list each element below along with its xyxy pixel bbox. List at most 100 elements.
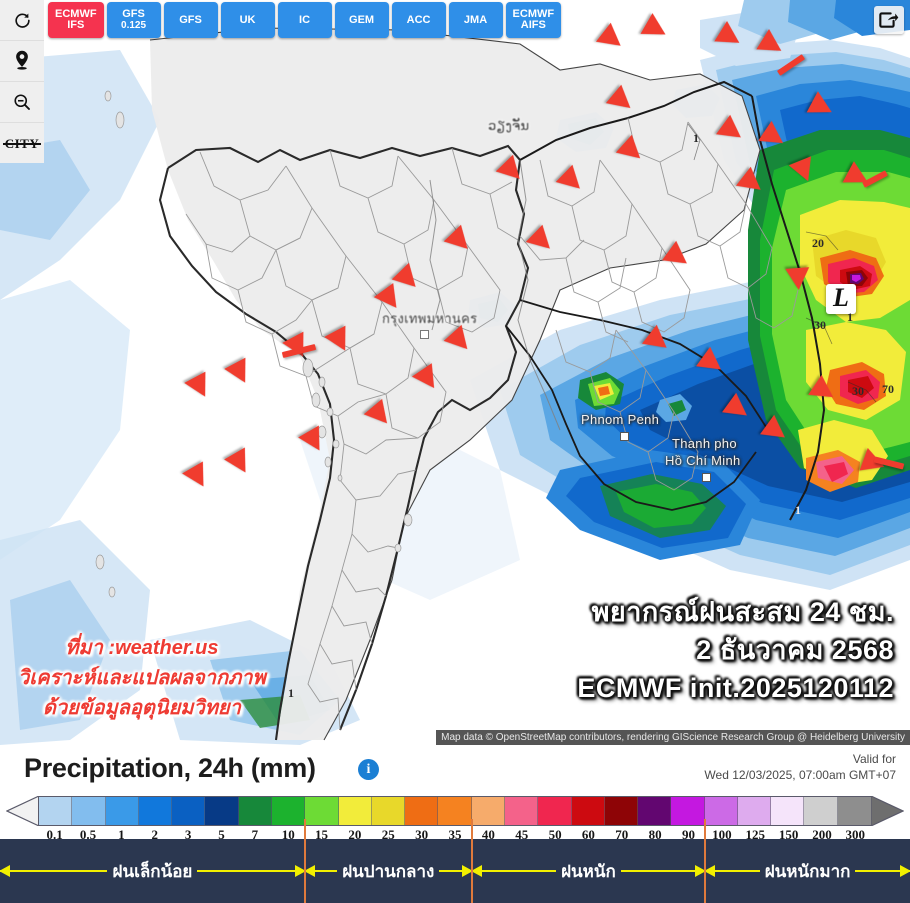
- map-canvas[interactable]: L 1 20 30 1 30 70 1 1 ວຽງຈັນ กรุงเทพมหาน…: [0, 0, 910, 745]
- color-swatch: [138, 797, 173, 825]
- model-gfs-label: GFS: [179, 13, 202, 26]
- color-swatch: [538, 797, 572, 825]
- source-credit-line2: วิเคราะห์และแปลผลจากภาพ: [18, 667, 266, 689]
- arrow-left: [704, 865, 760, 877]
- zoom-out-icon: [14, 94, 30, 110]
- category-moderate-rain-label: ฝนปานกลาง: [342, 861, 435, 881]
- color-swatch: [471, 797, 505, 825]
- forecast-overlay-line3: ECMWF init.2025120112: [577, 673, 894, 703]
- model-gem[interactable]: GEM: [334, 2, 389, 38]
- model-acc[interactable]: ACC: [391, 2, 446, 38]
- city-dot-ho-chi-minh: [702, 473, 711, 482]
- scale-cap-right: [871, 796, 904, 826]
- refresh-button[interactable]: [0, 0, 44, 40]
- model-ecmwf-ifs[interactable]: ECMWF IFS: [48, 2, 104, 38]
- source-credit-line3: ด้วยข้อมูลอุตุนิยมวิทยา: [42, 697, 241, 719]
- color-swatch: [737, 797, 772, 825]
- color-swatch: [671, 797, 705, 825]
- contour-label: 1: [847, 310, 853, 324]
- scale-tick: 100: [712, 827, 732, 842]
- category-very-heavy-rain-label: ฝนหนักมาก: [764, 861, 851, 881]
- forecast-title-overlay: พยากรณ์ฝนสะสม 24 ชม. 2 ธันวาคม 2568 ECMW…: [577, 593, 894, 707]
- color-swatch: [238, 797, 272, 825]
- location-pin-button[interactable]: [0, 40, 44, 81]
- scale-tick: 45: [515, 827, 529, 842]
- color-swatch: [271, 797, 306, 825]
- model-ecmwf-aifs[interactable]: ECMWF AIFS: [505, 2, 562, 38]
- model-ecmwf-aifs-line2: AIFS: [520, 19, 546, 31]
- refresh-icon: [14, 12, 30, 28]
- threshold-mark-35mm: [470, 819, 473, 841]
- model-ecmwf-ifs-line1: ECMWF: [55, 8, 97, 20]
- scale-tick: 300: [845, 827, 866, 842]
- scale-tick: 15: [315, 827, 329, 842]
- color-swatch: [504, 797, 539, 825]
- scale-tick: 200: [812, 827, 832, 842]
- city-label-ho-chi-minh-line2: Hồ Chí Minh: [665, 453, 741, 468]
- model-gfs-0125-line1: GFS: [122, 8, 145, 20]
- scale-tick: 50: [548, 827, 562, 842]
- contour-label: 1: [795, 503, 801, 517]
- scale-tick: 10: [281, 827, 295, 842]
- color-swatch: [704, 797, 738, 825]
- map-render: [0, 0, 910, 745]
- city-label-phnom-penh: Phnom Penh: [581, 412, 660, 427]
- scale-tick: 1: [118, 827, 125, 842]
- color-swatch: [338, 797, 372, 825]
- contour-label: 70: [882, 382, 894, 396]
- model-ic-label: IC: [299, 13, 311, 26]
- model-ecmwf-ifs-line2: IFS: [67, 19, 85, 31]
- city-label-ho-chi-minh-line1: Thanh pho: [672, 436, 737, 451]
- color-swatch: [39, 797, 73, 825]
- scale-tick: 7: [251, 827, 259, 842]
- arrow-left: [303, 865, 338, 877]
- scale-tick: 3: [184, 827, 192, 842]
- model-ic[interactable]: IC: [277, 2, 332, 38]
- color-scale-bar[interactable]: [38, 796, 872, 826]
- city-toggle-button[interactable]: CITY: [0, 122, 44, 163]
- scale-tick: 35: [448, 827, 462, 842]
- source-credit-line1: ที่มา :weather.us: [65, 637, 219, 659]
- legend-title: Precipitation, 24h (mm): [24, 753, 316, 783]
- scale-tick: 5: [218, 827, 225, 842]
- arrow-right: [855, 865, 910, 877]
- map-attribution: Map data © OpenStreetMap contributors, r…: [436, 730, 910, 745]
- color-swatch: [305, 797, 339, 825]
- color-swatch: [571, 797, 605, 825]
- model-toolbar: ECMWF IFS GFS 0.125 GFS UK IC GEM ACC: [0, 0, 564, 40]
- zoom-out-button[interactable]: [0, 81, 44, 122]
- arrow-right: [439, 865, 474, 877]
- city-toggle-label: CITY: [2, 135, 41, 151]
- color-swatch: [604, 797, 639, 825]
- model-uk[interactable]: UK: [220, 2, 275, 38]
- color-swatch: [205, 797, 239, 825]
- scale-tick: 125: [745, 827, 765, 842]
- color-scale: 0.1 0.5 1 2 3 5 7 10 15 20 25 30 35 40 45 50 60 70 80 90 100…: [0, 793, 910, 842]
- valid-for-label: Valid for: [852, 752, 896, 766]
- arrow-right: [197, 865, 307, 877]
- contour-label: 30: [814, 318, 826, 332]
- model-gfs-0125[interactable]: GFS 0.125: [106, 2, 161, 38]
- category-divider: [470, 839, 473, 903]
- model-gfs-0125-line2: 0.125: [121, 20, 147, 31]
- valid-for-datetime: Wed 12/03/2025, 07:00am GMT+07: [704, 768, 896, 782]
- contour-label: 1: [693, 131, 699, 145]
- category-moderate-rain: ฝนปานกลาง: [303, 839, 474, 903]
- valid-time-block: Valid for Wed 12/03/2025, 07:00am GMT+07: [704, 751, 896, 783]
- color-swatch: [172, 797, 206, 825]
- model-jma[interactable]: JMA: [448, 2, 503, 38]
- scale-tick: 80: [648, 827, 662, 842]
- category-heavy-rain: ฝนหนัก: [470, 839, 707, 903]
- contour-label: 30: [852, 384, 864, 398]
- model-jma-label: JMA: [463, 13, 488, 26]
- share-icon: [879, 12, 899, 28]
- map-tools-rail: CITY: [0, 40, 44, 163]
- scale-tick: 2: [151, 827, 159, 842]
- city-label-bangkok: กรุงเทพมหานคร: [382, 311, 478, 326]
- share-button[interactable]: [874, 6, 904, 34]
- model-gfs[interactable]: GFS: [163, 2, 218, 38]
- model-ecmwf-aifs-line1: ECMWF: [512, 8, 555, 20]
- info-icon[interactable]: i: [358, 759, 379, 780]
- color-swatch: [638, 797, 672, 825]
